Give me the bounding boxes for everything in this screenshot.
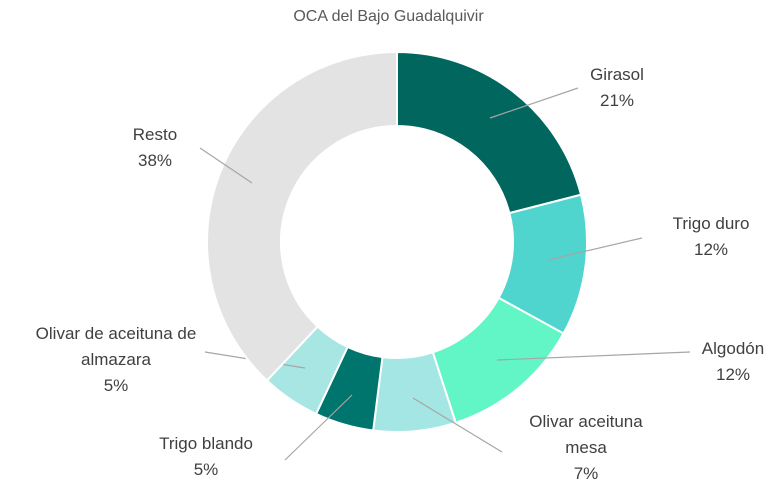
value-label: 5%: [103, 376, 129, 395]
leader-line: [412, 397, 503, 453]
leader-line: [496, 351, 691, 361]
value-label: 7%: [573, 464, 599, 483]
leader-line: [284, 394, 353, 461]
data-label: Trigo duro 12%: [651, 211, 771, 263]
category-label: Girasol: [590, 65, 644, 84]
chart-title: OCA del Bajo Guadalquivir: [293, 8, 484, 25]
value-label: 12%: [693, 240, 729, 259]
data-label: Girasol 21%: [535, 62, 700, 114]
leader-line: [489, 87, 579, 119]
value-label: 38%: [137, 151, 173, 170]
category-label: Olivar aceituna mesa: [529, 412, 643, 457]
category-label: Algodón: [701, 339, 765, 358]
slice: [206, 50, 398, 382]
data-label: Resto 38%: [95, 122, 215, 174]
data-label: Olivar aceituna mesa 7%: [516, 409, 656, 487]
data-label: Trigo blando 5%: [146, 431, 266, 483]
leader-line: [547, 237, 643, 261]
leader-line: [199, 147, 253, 184]
category-label: Resto: [132, 125, 178, 144]
value-label: 21%: [599, 91, 635, 110]
data-label: Algodón 12%: [673, 336, 777, 388]
data-label: Olivar de aceituna de almazara 5%: [34, 321, 199, 399]
value-label: 5%: [193, 460, 219, 479]
category-label: Trigo duro: [672, 214, 750, 233]
value-label: 12%: [715, 365, 751, 384]
category-label: Trigo blando: [159, 434, 253, 453]
category-label: Olivar de aceituna de almazara: [35, 324, 197, 369]
